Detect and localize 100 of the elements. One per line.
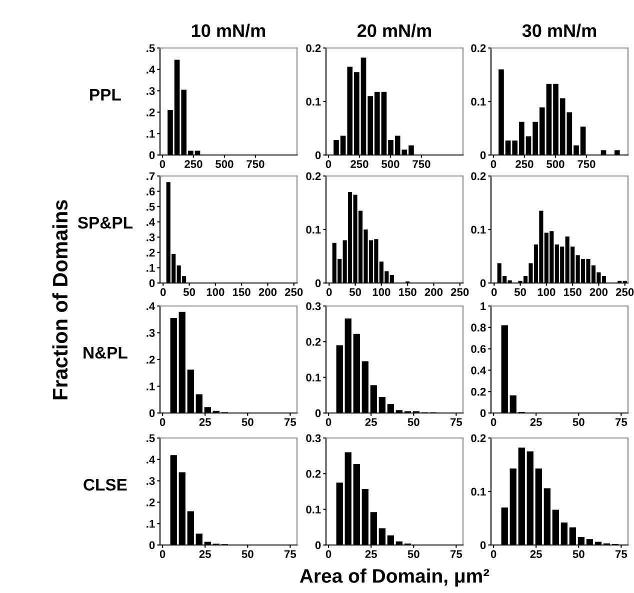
y-tick-label: 0: [480, 151, 486, 160]
x-tick-label: 25: [365, 418, 377, 426]
y-tick-label: .7: [146, 172, 155, 180]
x-tick-label: 200: [258, 288, 277, 296]
y-tick-label: 0.6: [471, 345, 486, 353]
y-tick-label: .5: [146, 434, 155, 442]
x-tick-label: 0: [160, 288, 166, 296]
x-tick-label: 150: [564, 288, 582, 296]
y-axis-title: N&PL: [84, 346, 128, 359]
x-tick-label: 750: [412, 160, 430, 168]
y-tick-label: .1: [146, 130, 155, 138]
y-tick-label: .2: [146, 356, 155, 364]
y-tick-label: 0: [315, 409, 321, 418]
y-tick-label: .5: [146, 202, 155, 211]
x-tick-label: 75: [615, 418, 628, 426]
x-tick-label: 50: [408, 418, 420, 426]
y-tick-label: .1: [146, 264, 155, 272]
x-tick-label: 0: [160, 160, 166, 168]
y-tick-label: .4: [146, 456, 156, 464]
x-tick-label: 0: [160, 550, 166, 558]
y-tick-label: 0.8: [471, 324, 486, 332]
y-tick-label: 0: [480, 279, 486, 288]
y-tick-label: .1: [146, 520, 155, 528]
x-tick-label: 100: [372, 288, 390, 296]
y-tick-label: 0.2: [306, 44, 321, 52]
x-tick-label: 25: [365, 550, 377, 558]
y-tick-label: 0.2: [471, 388, 486, 396]
y-tick-label: .2: [146, 498, 155, 506]
x-tick-label: 250: [516, 160, 534, 168]
x-tick-label: 250: [350, 160, 368, 168]
text: Fraction of Domains: [52, 200, 68, 400]
y-tick-label: 0.3: [306, 434, 321, 442]
x-tick-label: 50: [572, 550, 584, 558]
y-tick-label: 0.3: [306, 302, 321, 310]
x-tick-label: 250: [284, 288, 303, 296]
x-tick-label: 750: [246, 160, 264, 168]
y-tick-label: 0.1: [306, 98, 321, 106]
y-tick-label: 0: [315, 151, 321, 160]
x-tick-label: 25: [530, 418, 542, 426]
y-tick-label: 0: [149, 151, 155, 160]
y-tick-label: 0.1: [306, 506, 321, 514]
x-tick-label: 0: [490, 160, 496, 168]
y-tick-label: 0.2: [471, 172, 486, 180]
x-tick-label: 0: [326, 550, 332, 558]
y-tick-label: .3: [146, 329, 155, 337]
x-tick-label: 25: [530, 550, 542, 558]
y-tick-label: 0: [149, 279, 155, 288]
x-tick-label: 0: [491, 288, 497, 296]
x-tick-label: 150: [399, 288, 416, 296]
x-tick-label: 100: [538, 288, 556, 296]
x-tick-label: 500: [546, 160, 564, 168]
chart-title: 30 mN/m: [522, 24, 596, 38]
x-tick-label: 500: [216, 160, 234, 168]
y-tick-label: 0.1: [471, 98, 486, 106]
x-tick-label: 0: [326, 288, 332, 296]
x-tick-label: 50: [242, 550, 254, 558]
y-tick-label: .6: [146, 188, 155, 196]
x-axis-title: Area of Domain, μm²: [300, 568, 490, 587]
y-tick-label: .4: [146, 302, 156, 310]
y-tick-label: 0: [315, 279, 321, 288]
x-tick-label: 0: [326, 160, 332, 168]
y-tick-label: 0: [315, 541, 321, 550]
x-tick-label: 0: [326, 418, 332, 426]
y-tick-label: 0.2: [306, 172, 321, 180]
x-tick-label: 100: [206, 288, 224, 296]
y-tick-label: 0.4: [471, 366, 486, 374]
x-tick-label: 500: [382, 160, 400, 168]
x-tick-label: 50: [408, 550, 420, 558]
chart-title: 20 mN/m: [357, 24, 432, 38]
y-tick-label: .5: [146, 44, 155, 52]
x-tick-label: 50: [572, 418, 584, 426]
y-tick-label: .3: [146, 477, 155, 485]
y-tick-label: 0.1: [306, 374, 321, 382]
y-tick-label: 0.2: [306, 470, 321, 478]
y-tick-label: 0.1: [471, 226, 486, 234]
y-tick-label: .2: [146, 248, 155, 256]
x-tick-label: 0: [160, 418, 166, 426]
y-tick-label: 0.1: [306, 226, 321, 234]
y-axis-title: SP&PL: [78, 216, 132, 229]
y-tick-label: 1: [480, 302, 486, 310]
x-tick-label: 50: [514, 288, 526, 296]
x-tick-label: 50: [349, 288, 362, 296]
y-tick-label: 0: [149, 541, 155, 550]
x-tick-label: 0: [490, 550, 496, 558]
y-axis-title: PPL: [90, 88, 121, 100]
chart-title: 10 mN/m: [192, 24, 266, 38]
x-tick-label: 150: [233, 288, 250, 296]
x-tick-label: 250: [450, 288, 469, 296]
y-tick-label: .4: [146, 218, 156, 226]
y-axis-title: CLSE: [84, 478, 127, 491]
y-tick-label: 0.2: [471, 434, 486, 442]
y-tick-label: .3: [146, 87, 155, 95]
y-tick-label: 0: [480, 409, 486, 418]
x-tick-label: 750: [578, 160, 596, 168]
x-tick-label: 50: [183, 288, 196, 296]
y-tick-label: .1: [146, 382, 155, 390]
y-tick-label: .2: [146, 108, 155, 116]
y-tick-label: 0.1: [471, 488, 486, 496]
y-tick-label: 0.2: [306, 338, 321, 346]
x-tick-label: 25: [199, 418, 211, 426]
